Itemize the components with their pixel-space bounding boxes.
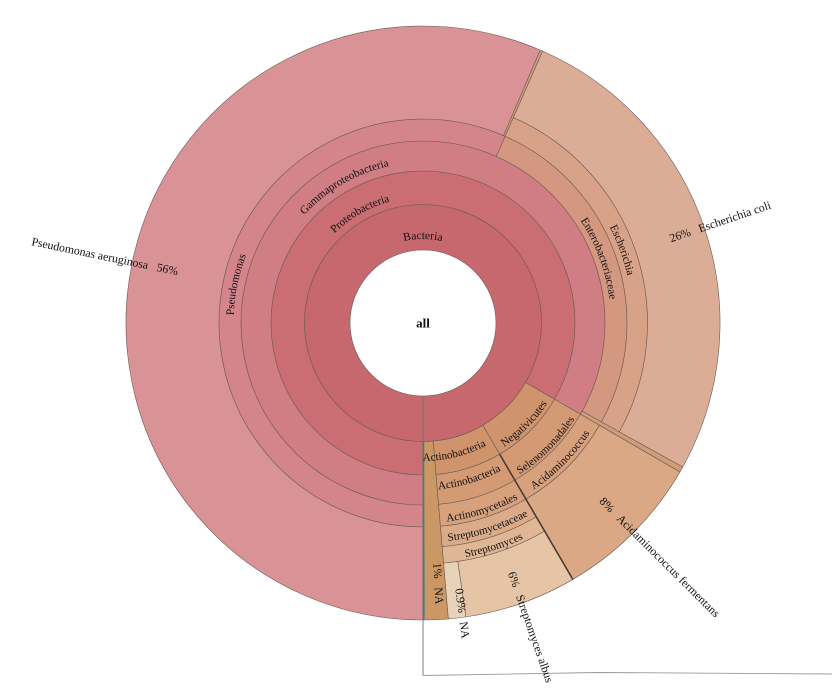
svg-text:1% NA: 1% NA: [430, 562, 446, 605]
svg-text:all: all: [416, 315, 430, 330]
